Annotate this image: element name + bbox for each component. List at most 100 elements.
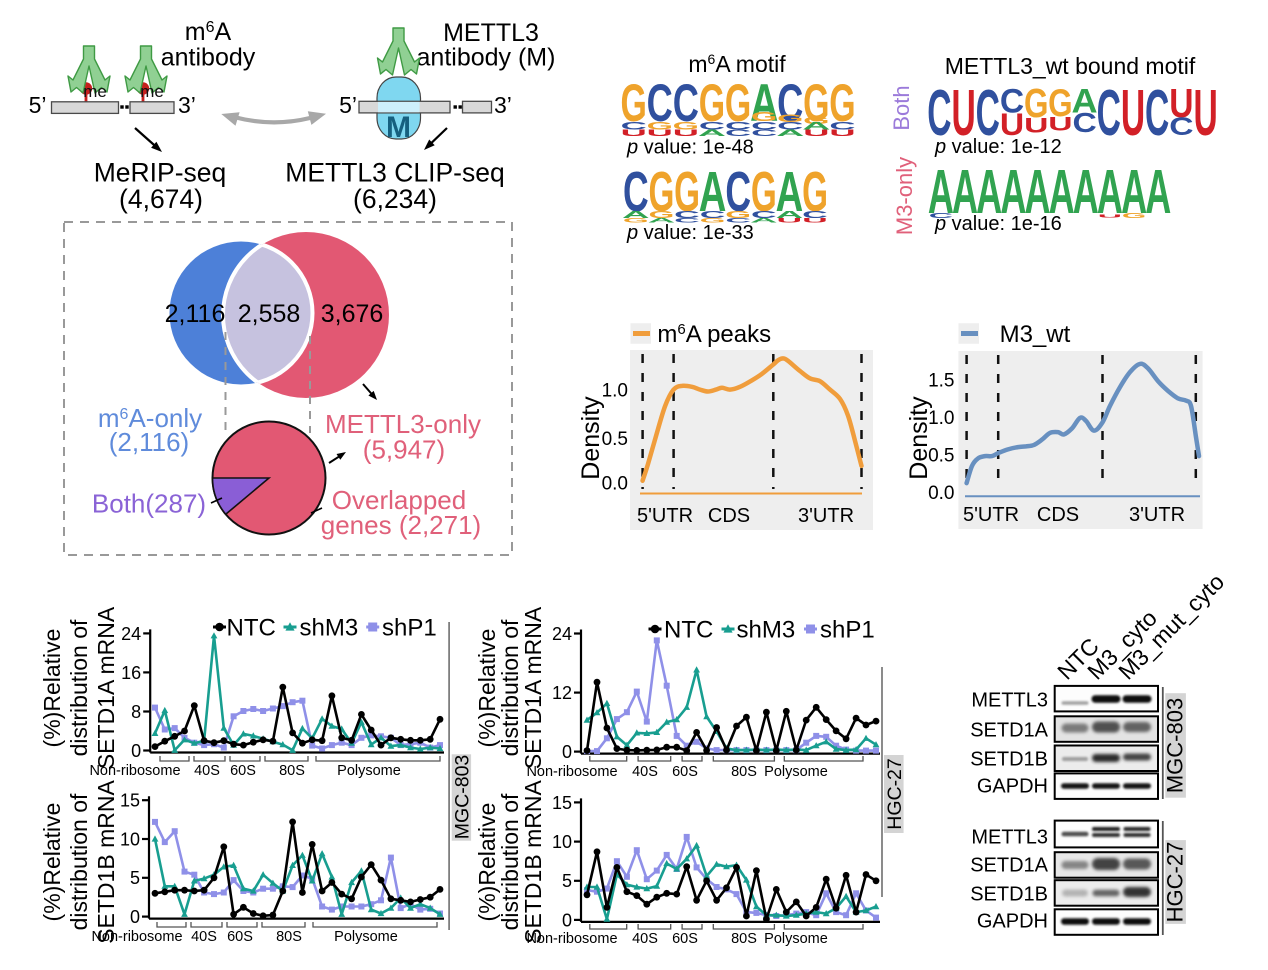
svg-text:MGC-803: MGC-803 xyxy=(451,755,473,840)
svg-text:C: C xyxy=(929,212,953,220)
svg-text:A: A xyxy=(976,157,1002,227)
svg-text:antibody (M): antibody (M) xyxy=(417,44,556,72)
svg-text:C: C xyxy=(673,73,699,132)
svg-text:0.5: 0.5 xyxy=(602,429,628,450)
svg-text:SETD1B mRNA: SETD1B mRNA xyxy=(520,780,546,944)
svg-text:0.0: 0.0 xyxy=(602,473,628,494)
svg-text:Non-ribosome: Non-ribosome xyxy=(526,931,617,947)
svg-text:Both: Both xyxy=(889,85,914,130)
svg-text:C: C xyxy=(751,128,777,138)
svg-text:p value: 1e-33: p value: 1e-33 xyxy=(626,222,754,244)
svg-text:GAPDH: GAPDH xyxy=(977,776,1048,798)
svg-text:METTL3: METTL3 xyxy=(443,19,539,47)
svg-text:80S: 80S xyxy=(279,763,305,779)
svg-text:MeRIP-seq: MeRIP-seq xyxy=(94,158,227,188)
svg-text:Polysome: Polysome xyxy=(764,931,828,947)
svg-text:2,116: 2,116 xyxy=(165,300,226,328)
svg-text:m6A-only: m6A-only xyxy=(98,403,202,433)
svg-text:U: U xyxy=(829,128,855,138)
svg-text:C: C xyxy=(751,120,777,132)
svg-text:G: G xyxy=(673,120,699,132)
svg-text:3’: 3’ xyxy=(178,92,196,118)
svg-text:40S: 40S xyxy=(194,763,220,779)
svg-text:A: A xyxy=(699,161,727,224)
svg-text:C: C xyxy=(976,77,1000,150)
svg-text:NTC: NTC xyxy=(664,617,713,644)
svg-text:me: me xyxy=(83,82,107,101)
svg-text:shM3: shM3 xyxy=(300,615,359,642)
svg-text:24: 24 xyxy=(552,624,572,644)
svg-text:C: C xyxy=(1145,77,1169,150)
svg-text:C: C xyxy=(647,73,673,132)
svg-text:G: G xyxy=(725,210,751,221)
svg-text:U: U xyxy=(647,128,673,138)
svg-text:METTL3: METTL3 xyxy=(971,690,1048,712)
svg-text:CDS: CDS xyxy=(1037,504,1079,526)
svg-text:16: 16 xyxy=(121,663,141,683)
svg-text:G: G xyxy=(620,75,646,133)
svg-text:C: C xyxy=(725,161,751,225)
svg-text:U: U xyxy=(951,77,975,150)
svg-text:5’: 5’ xyxy=(29,92,47,118)
svg-text:5'UTR: 5'UTR xyxy=(963,504,1019,526)
svg-text:0: 0 xyxy=(130,907,140,927)
svg-text:U: U xyxy=(803,128,829,138)
svg-text:shP1: shP1 xyxy=(382,615,437,642)
svg-text:p value: 1e-16: p value: 1e-16 xyxy=(934,213,1062,235)
svg-text:5'UTR: 5'UTR xyxy=(637,505,693,527)
svg-text:(4,674): (4,674) xyxy=(119,184,203,214)
svg-text:Polysome: Polysome xyxy=(337,763,401,779)
svg-text:60S: 60S xyxy=(672,764,698,780)
svg-text:15: 15 xyxy=(120,791,140,811)
svg-text:C: C xyxy=(621,120,647,132)
svg-text:A: A xyxy=(1049,157,1075,227)
svg-text:A: A xyxy=(1097,157,1123,227)
svg-text:A: A xyxy=(802,120,830,132)
svg-text:A: A xyxy=(952,157,978,227)
svg-text:80S: 80S xyxy=(731,764,757,780)
svg-text:Non-ribosome: Non-ribosome xyxy=(89,763,180,779)
svg-text:(%)Relative: (%)Relative xyxy=(474,629,500,748)
svg-text:distribution of: distribution of xyxy=(66,793,92,930)
svg-text:A: A xyxy=(698,128,726,138)
svg-text:U: U xyxy=(802,217,828,224)
svg-text:G: G xyxy=(829,75,855,133)
svg-text:C: C xyxy=(725,120,751,132)
svg-text:A: A xyxy=(928,157,954,227)
svg-text:G: G xyxy=(674,160,700,224)
svg-text:5: 5 xyxy=(562,871,572,891)
svg-text:C: C xyxy=(1169,113,1193,141)
svg-text:Overlapped: Overlapped xyxy=(332,485,466,515)
svg-text:A: A xyxy=(1024,157,1050,227)
svg-text:METTL3: METTL3 xyxy=(971,827,1048,849)
svg-text:24: 24 xyxy=(121,624,141,644)
svg-text:p value: 1e-48: p value: 1e-48 xyxy=(626,137,754,159)
svg-text:METTL3 CLIP-seq: METTL3 CLIP-seq xyxy=(285,158,504,188)
svg-text:G: G xyxy=(1048,81,1072,125)
svg-text:1.0: 1.0 xyxy=(928,408,954,429)
svg-text:C: C xyxy=(777,120,803,132)
svg-text:3,676: 3,676 xyxy=(321,300,384,328)
svg-text:G: G xyxy=(725,75,751,133)
svg-text:C: C xyxy=(777,73,803,132)
svg-text:A: A xyxy=(1072,82,1098,120)
svg-text:0.5: 0.5 xyxy=(928,445,954,466)
svg-text:1.5: 1.5 xyxy=(928,370,954,391)
svg-text:G: G xyxy=(647,120,673,132)
svg-text:M3-only: M3-only xyxy=(892,157,917,235)
svg-text:m6A peaks: m6A peaks xyxy=(657,320,771,348)
svg-text:(%)Relative: (%)Relative xyxy=(39,629,65,748)
svg-text:SETD1A: SETD1A xyxy=(970,855,1048,877)
svg-text:40S: 40S xyxy=(632,931,658,947)
svg-text:C: C xyxy=(700,209,726,220)
svg-text:A: A xyxy=(622,209,650,220)
svg-text:U: U xyxy=(777,217,803,224)
svg-text:GAPDH: GAPDH xyxy=(977,911,1048,933)
svg-text:(5,947): (5,947) xyxy=(363,435,445,465)
svg-text:HGC-27: HGC-27 xyxy=(1163,842,1188,923)
svg-text:G: G xyxy=(751,110,777,124)
svg-text:U: U xyxy=(1193,77,1217,150)
svg-text:C: C xyxy=(829,120,855,132)
svg-text:40S: 40S xyxy=(191,929,217,945)
svg-text:Density: Density xyxy=(905,396,933,480)
